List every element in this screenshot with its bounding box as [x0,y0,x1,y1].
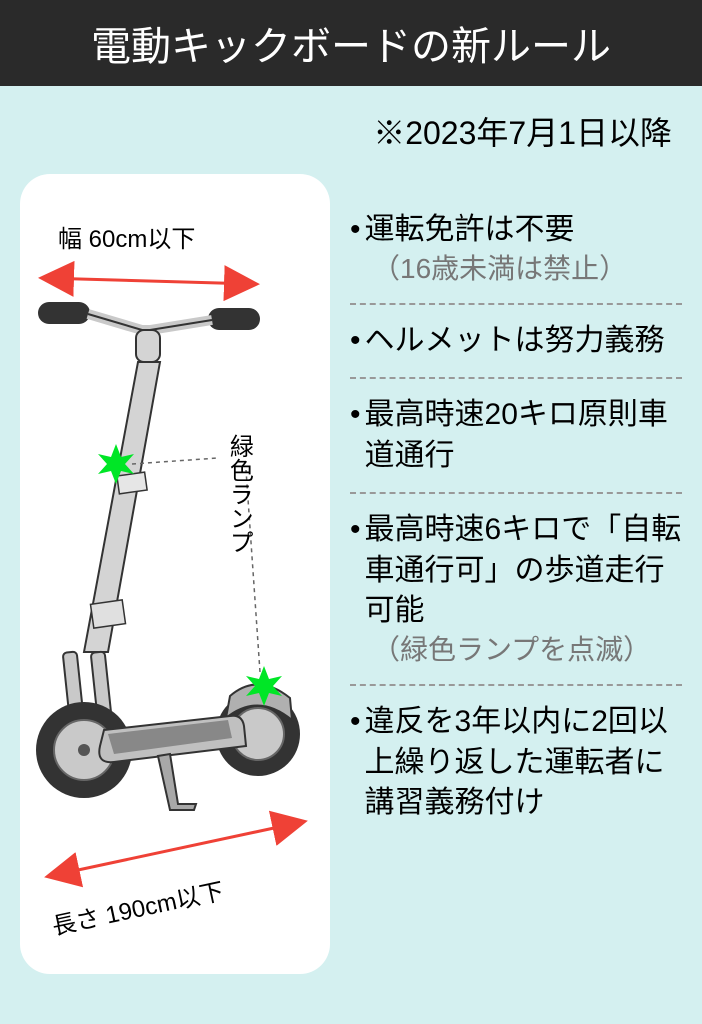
width-arrow [44,278,254,284]
header: 電動キックボードの新ルール [0,0,702,86]
rule-item: •違反を3年以内に2回以上繰り返した運転者に講習義務付け [350,686,682,840]
grip-right [208,308,260,330]
page-title: 電動キックボードの新ルール [91,25,611,69]
content-area: 幅 60cm以下 [0,164,702,984]
rule-item: •ヘルメットは努力義務 [350,305,682,380]
rule-text: ヘルメットは努力義務 [365,321,665,362]
rule-text: 最高時速20キロ原則車道通行 [365,395,682,476]
rule-item: •運転免許は不要 （16歳未満は禁止） [350,194,682,305]
rule-text: 最高時速6キロで「自転車通行可」の歩道走行可能 [365,510,682,632]
rule-subtext: （16歳未満は禁止） [350,251,682,287]
stem-head [136,330,160,362]
rule-item: •最高時速6キロで「自転車通行可」の歩道走行可能 （緑色ランプを点滅） [350,494,682,686]
lamp-line-1 [132,458,218,464]
scooter-diagram [20,174,330,974]
kickstand [158,754,196,810]
lamp-label: 緑色ランプ [225,434,251,554]
rule-item: •最高時速20キロ原則車道通行 [350,379,682,494]
rule-subtext: （緑色ランプを点滅） [350,632,682,668]
grip-left [38,302,90,324]
subtitle: ※2023年7月1日以降 [0,86,702,164]
rules-list: •運転免許は不要 （16歳未満は禁止） •ヘルメットは努力義務 •最高時速20キ… [350,174,682,974]
length-arrow [50,822,302,876]
rule-text: 運転免許は不要 [365,210,575,251]
diagram-panel: 幅 60cm以下 [20,174,330,974]
rule-text: 違反を3年以内に2回以上繰り返した運転者に講習義務付け [365,702,682,824]
